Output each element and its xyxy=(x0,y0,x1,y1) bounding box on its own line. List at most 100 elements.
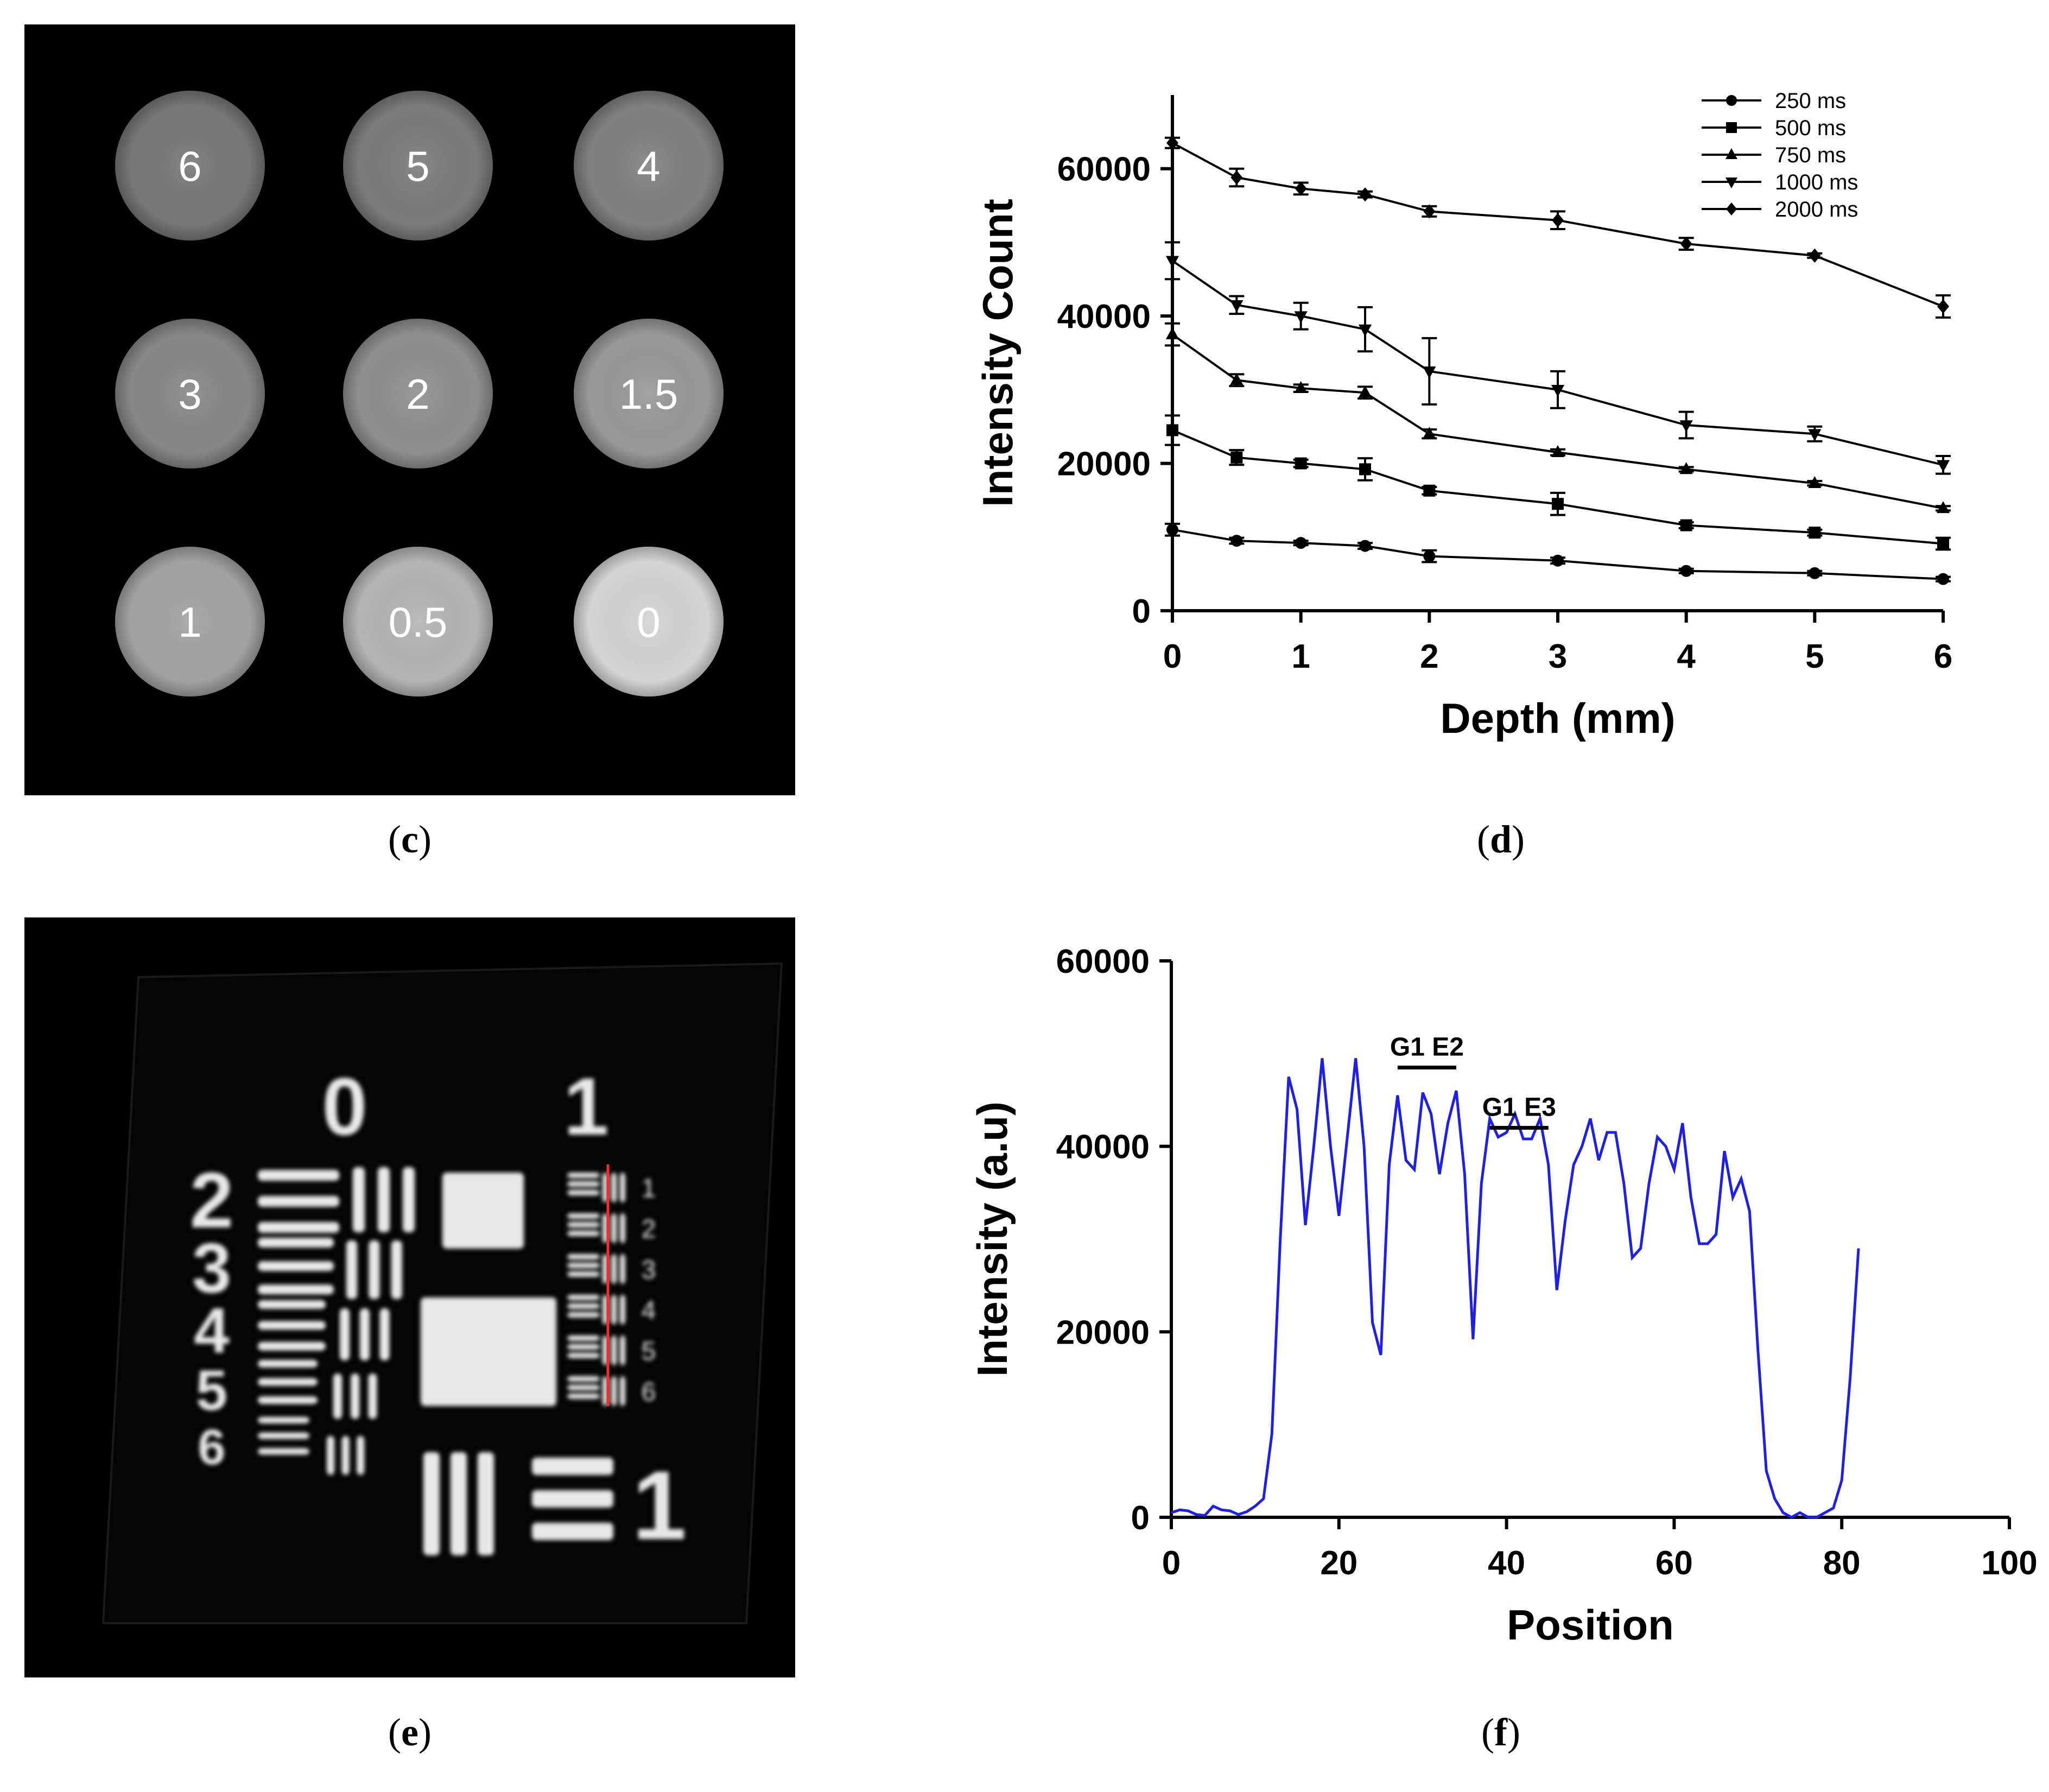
target-bar xyxy=(567,1394,600,1399)
data-point-marker xyxy=(1294,381,1308,393)
target-small-label: 5 xyxy=(642,1337,656,1366)
x-tick-label: 0 xyxy=(1162,1544,1181,1582)
caption-d: (d) xyxy=(1476,818,1525,861)
data-point-marker xyxy=(1230,373,1244,385)
data-point-marker xyxy=(1726,202,1737,216)
target-bar xyxy=(567,1231,600,1236)
y-tick-label: 20000 xyxy=(1056,1314,1150,1351)
phantom-well-shading xyxy=(343,319,493,468)
x-axis-label: Position xyxy=(1507,1601,1674,1649)
data-point-marker xyxy=(1294,311,1308,324)
target-bar xyxy=(258,1238,334,1248)
target-bar xyxy=(258,1222,339,1233)
target-bar xyxy=(620,1335,625,1365)
phantom-well-shading xyxy=(115,91,265,240)
y-tick-label: 20000 xyxy=(1057,446,1151,483)
target-small-label: 6 xyxy=(642,1378,656,1407)
target-small-label: 2 xyxy=(642,1215,656,1244)
depth-intensity-chart: 0 1 2 3 4 5 6 0 20000 40000 60000 Depth (mm) Intensi… xyxy=(858,0,2049,814)
data-point-marker xyxy=(1423,484,1436,497)
target-bar xyxy=(620,1213,625,1243)
well-depth-label: 0 xyxy=(637,598,660,646)
data-point-marker xyxy=(1230,300,1244,312)
data-point-marker xyxy=(1680,519,1692,531)
x-tick-label: 80 xyxy=(1823,1544,1861,1582)
caption-e: (e) xyxy=(388,1711,432,1754)
target-bar xyxy=(567,1271,600,1277)
data-point-marker xyxy=(1809,248,1821,263)
data-point-marker xyxy=(1165,256,1179,268)
phantom-well-shading xyxy=(343,91,493,240)
target-bar xyxy=(340,1308,350,1360)
data-point-marker xyxy=(1423,204,1436,219)
legend-label: 500 ms xyxy=(1775,116,1846,140)
data-point-marker xyxy=(1423,427,1436,439)
phantom-well-shading xyxy=(574,319,724,468)
target-bar xyxy=(611,1213,617,1243)
y-tick-label: 60000 xyxy=(1056,943,1150,980)
x-tick-label: 1 xyxy=(1291,638,1310,675)
x-tick-label: 20 xyxy=(1320,1544,1357,1582)
target-bar xyxy=(567,1344,600,1350)
legend-label: 2000 ms xyxy=(1775,198,1858,221)
target-bar xyxy=(333,1373,342,1419)
target-small-label: 4 xyxy=(642,1296,656,1325)
target-bar xyxy=(258,1170,339,1181)
target-bar xyxy=(391,1240,402,1299)
target-bar xyxy=(258,1196,339,1207)
data-point-marker xyxy=(1551,385,1565,397)
legend-label: 1000 ms xyxy=(1775,170,1858,194)
target-bar xyxy=(567,1190,600,1195)
well-depth-label: 1.5 xyxy=(619,370,678,418)
y-tick-label: 60000 xyxy=(1057,151,1151,188)
target-label: 4 xyxy=(194,1295,230,1366)
legend-label: 250 ms xyxy=(1775,89,1846,113)
target-bar xyxy=(532,1458,613,1475)
y-tick-label: 40000 xyxy=(1056,1129,1150,1166)
data-point-marker xyxy=(1358,385,1372,398)
annotation-label: G1 E2 xyxy=(1390,1033,1464,1061)
data-point-marker xyxy=(1358,324,1372,337)
target-bar xyxy=(567,1254,600,1259)
target-bar xyxy=(403,1167,415,1232)
target-bar xyxy=(351,1373,360,1419)
target-bar xyxy=(258,1261,334,1271)
y-tick-label: 40000 xyxy=(1057,298,1151,335)
target-bar xyxy=(369,1240,380,1299)
phantom-well-shading xyxy=(574,91,724,240)
x-tick-label: 60 xyxy=(1655,1544,1693,1582)
phantom-well-shading xyxy=(574,547,724,696)
target-bar xyxy=(258,1417,309,1423)
profile-series-line xyxy=(1171,1058,1860,1519)
target-bar xyxy=(532,1490,613,1508)
data-point-marker xyxy=(1295,537,1307,549)
data-point-marker xyxy=(1359,463,1371,476)
data-point-marker xyxy=(1165,327,1179,339)
data-point-marker xyxy=(1230,170,1243,185)
x-tick-label: 100 xyxy=(1981,1544,2037,1582)
target-bar xyxy=(567,1335,600,1341)
y-axis-label: Intensity Count xyxy=(974,199,1022,507)
x-tick-label: 3 xyxy=(1549,638,1567,675)
target-bar xyxy=(620,1295,625,1325)
data-point-marker xyxy=(1809,527,1821,539)
series-line xyxy=(1171,333,1944,510)
target-small-label: 3 xyxy=(642,1256,656,1284)
series-line xyxy=(1172,528,1944,580)
target-bar xyxy=(451,1452,467,1555)
y-axis-label: Intensity (a.u) xyxy=(968,1101,1016,1377)
target-bar xyxy=(353,1167,365,1232)
target-bar xyxy=(258,1360,318,1367)
data-point-marker xyxy=(1936,460,1950,472)
data-point-marker xyxy=(1230,535,1243,547)
target-bar xyxy=(567,1353,600,1358)
data-point-marker xyxy=(1359,540,1371,552)
target-bar xyxy=(423,1452,440,1555)
target-small-label: 1 xyxy=(642,1174,656,1203)
target-bar xyxy=(379,1308,390,1360)
target-bar xyxy=(478,1452,494,1555)
target-bar xyxy=(611,1173,617,1202)
data-point-marker xyxy=(1808,476,1822,489)
data-point-marker xyxy=(1552,213,1564,227)
well-depth-label: 2 xyxy=(406,370,429,418)
